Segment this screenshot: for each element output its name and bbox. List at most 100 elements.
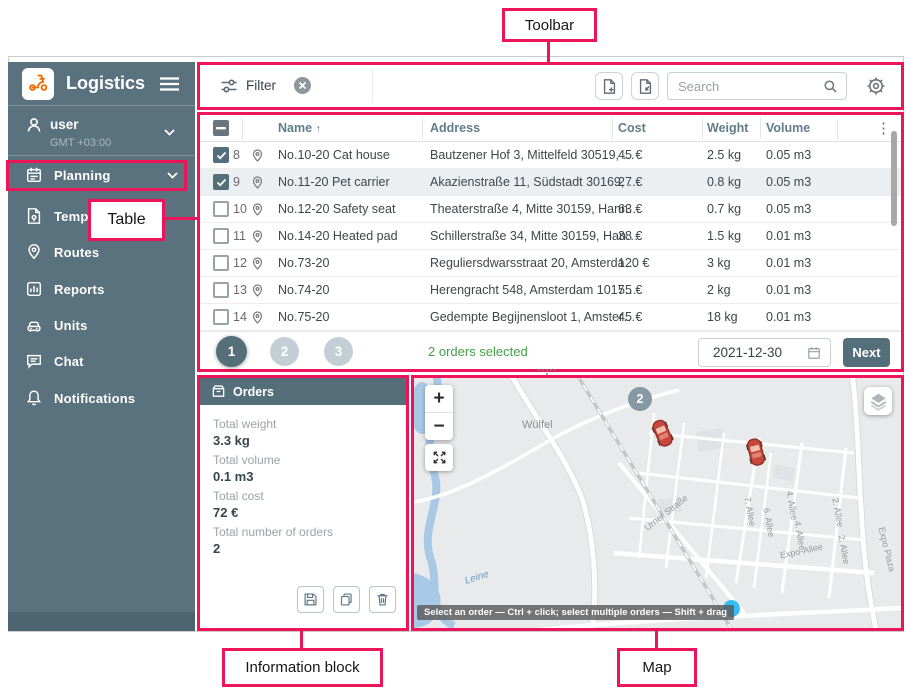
resize-handle[interactable] — [537, 367, 557, 377]
page-button-2[interactable]: 2 — [270, 337, 299, 366]
select-all-checkbox[interactable] — [213, 120, 229, 136]
order-volume: 0.01 m3 — [766, 223, 811, 250]
route-pin-icon — [25, 243, 43, 261]
annotation-connector — [655, 631, 658, 648]
divider — [702, 118, 703, 139]
sidebar-item-routes[interactable]: Routes — [8, 237, 195, 267]
import-orders-button[interactable] — [631, 72, 659, 100]
table-row[interactable]: 12 No.73-20 Reguliersdwarsstraat 20, Ams… — [200, 250, 901, 277]
scooter-icon — [27, 71, 49, 98]
table-row[interactable]: 10 No.12-20 Safety seat Theaterstraße 4,… — [200, 196, 901, 223]
delete-button[interactable] — [369, 586, 396, 613]
menu-toggle-icon[interactable] — [160, 77, 179, 96]
copy-button[interactable] — [333, 586, 360, 613]
app-logo[interactable] — [22, 68, 54, 100]
column-header-address[interactable]: Address — [430, 121, 480, 135]
sidebar-item-planning[interactable]: Planning — [8, 160, 195, 190]
row-number: 12 — [233, 250, 247, 277]
divider — [8, 105, 195, 106]
row-number: 14 — [233, 304, 247, 331]
table-row[interactable]: 13 No.74-20 Herengracht 548, Amsterdam 1… — [200, 277, 901, 304]
map-tiles: Wülfel Leine Urner Straße 7. Allee 6. Al… — [414, 378, 901, 628]
sidebar-item-label: Notifications — [54, 391, 135, 406]
date-value: 2021-12-30 — [713, 345, 782, 360]
annotation-table: Table — [88, 199, 165, 241]
sidebar-item-label: Chat — [54, 354, 84, 369]
table-footer: 1 2 3 2 orders selected 2021-12-30 Next — [200, 331, 901, 369]
sidebar-item-label: Reports — [54, 282, 105, 297]
clear-filter-button[interactable] — [294, 77, 311, 94]
order-address: Reguliersdwarsstraat 20, Amsterda… — [430, 250, 637, 277]
sidebar-item-label: Routes — [54, 245, 99, 260]
annotation-connector — [300, 631, 303, 648]
row-number: 11 — [233, 223, 246, 250]
column-menu-icon[interactable]: ⋮ — [876, 119, 891, 137]
user-name[interactable]: user — [50, 117, 79, 132]
row-checkbox[interactable] — [213, 282, 229, 298]
divider — [372, 69, 373, 103]
order-name: No.10-20 Cat house — [278, 142, 390, 169]
divider — [242, 118, 243, 139]
row-checkbox[interactable] — [213, 255, 229, 271]
order-name: No.73-20 — [278, 250, 329, 277]
location-pin-icon — [252, 311, 263, 327]
orders-box-icon — [211, 384, 226, 404]
sidebar-item-notifications[interactable]: Notifications — [8, 383, 195, 413]
sidebar-item-reports[interactable]: Reports — [8, 274, 195, 304]
map-canvas[interactable]: Wülfel Leine Urner Straße 7. Allee 6. Al… — [414, 378, 901, 628]
filter-sliders-icon[interactable] — [220, 77, 238, 100]
map: Wülfel Leine Urner Straße 7. Allee 6. Al… — [411, 375, 904, 631]
next-button[interactable]: Next — [843, 338, 890, 367]
page-button-1[interactable]: 1 — [216, 336, 247, 367]
row-number: 8 — [233, 142, 240, 169]
divider — [8, 155, 195, 156]
row-checkbox-checked[interactable] — [213, 174, 229, 190]
field-value: 0.1 m3 — [213, 469, 253, 484]
field-value: 3.3 kg — [213, 433, 250, 448]
order-cluster-badge[interactable]: 2 — [628, 387, 652, 411]
annotation-connector — [165, 217, 197, 220]
row-checkbox-checked[interactable] — [213, 147, 229, 163]
calendar-icon[interactable] — [807, 346, 821, 365]
order-cost: 63 € — [618, 196, 642, 223]
order-weight: 18 kg — [707, 304, 738, 331]
column-header-cost[interactable]: Cost — [618, 121, 646, 135]
map-layers-button[interactable] — [864, 387, 892, 415]
orders-table: Name ↑ Address Cost Weight Volume ⋮ 8 No… — [197, 112, 904, 372]
table-row[interactable]: 9 No.11-20 Pet carrier Akazienstraße 11,… — [200, 169, 901, 196]
filter-label[interactable]: Filter — [246, 78, 276, 93]
table-row[interactable]: 14 No.75-20 Gedempte Begijnensloot 1, Am… — [200, 304, 901, 331]
column-header-volume[interactable]: Volume — [766, 121, 810, 135]
settings-gear-icon[interactable] — [866, 76, 886, 101]
row-checkbox[interactable] — [213, 201, 229, 217]
field-label: Total cost — [213, 489, 264, 503]
row-checkbox[interactable] — [213, 309, 229, 325]
table-scrollbar[interactable] — [891, 131, 897, 226]
zoom-out-button[interactable]: − — [425, 413, 453, 440]
orders-panel-title: Orders — [233, 385, 274, 399]
search-input[interactable] — [678, 75, 818, 97]
field-value: 2 — [213, 541, 220, 556]
table-row[interactable]: 11 No.14-20 Heated pad Schillerstraße 34… — [200, 223, 901, 250]
search-icon[interactable] — [823, 79, 838, 99]
sidebar-item-units[interactable]: Units — [8, 310, 195, 340]
date-picker[interactable]: 2021-12-30 — [698, 338, 831, 367]
zoom-in-button[interactable]: + — [425, 385, 453, 412]
table-row[interactable]: 8 No.10-20 Cat house Bautzener Hof 3, Mi… — [200, 142, 901, 169]
location-pin-icon — [252, 149, 263, 165]
chat-bubble-icon — [25, 352, 43, 370]
save-button[interactable] — [297, 586, 324, 613]
column-header-weight[interactable]: Weight — [707, 121, 748, 135]
column-header-name[interactable]: Name ↑ — [278, 121, 321, 135]
add-order-button[interactable] — [595, 72, 623, 100]
chevron-down-icon[interactable] — [164, 123, 175, 141]
page-button-3[interactable]: 3 — [324, 337, 353, 366]
fullscreen-button[interactable] — [425, 444, 453, 471]
toolbar: Filter — [197, 62, 904, 110]
orders-panel-header: Orders — [200, 378, 406, 405]
sidebar-item-chat[interactable]: Chat — [8, 346, 195, 376]
order-address: Herengracht 548, Amsterdam 1017… — [430, 277, 637, 304]
row-checkbox[interactable] — [213, 228, 229, 244]
annotation-map: Map — [617, 648, 697, 687]
order-name: No.75-20 — [278, 304, 329, 331]
